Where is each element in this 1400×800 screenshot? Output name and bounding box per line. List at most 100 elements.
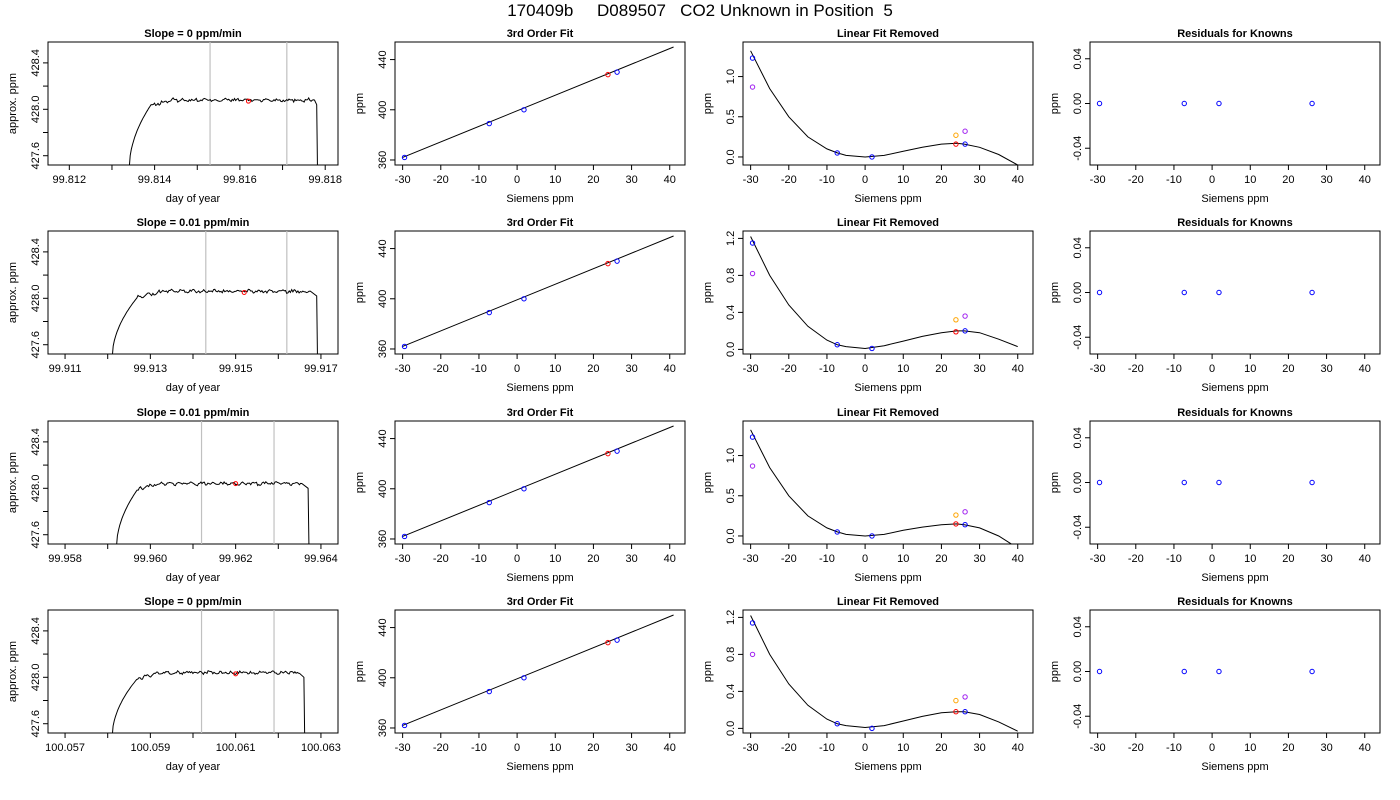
x-tick-label: 30	[973, 742, 985, 754]
x-tick-label: 20	[1282, 742, 1294, 754]
plot-contents	[749, 429, 1013, 544]
x-tick-label: 30	[1320, 553, 1332, 565]
plot-frame	[47, 41, 339, 166]
panel-title: Linear Fit Removed	[837, 28, 939, 40]
panel-title: Residuals for Knowns	[1177, 596, 1293, 608]
plot-frame	[742, 230, 1034, 355]
x-tick-label: -20	[1128, 174, 1144, 186]
x-tick-label: -20	[1128, 553, 1144, 565]
x-tick-label: -10	[1166, 742, 1182, 754]
x-tick-label: 100.057	[45, 742, 85, 754]
y-axis-label: ppm	[1049, 661, 1061, 682]
x-tick-label: 0	[514, 553, 520, 565]
x-tick-label: -30	[395, 174, 411, 186]
x-axis-label: Siemens ppm	[1201, 761, 1268, 773]
panel-4-2: 3rd Order Fit -30 -20 -10 0 10 20 30 40 360 400 440…	[354, 596, 686, 773]
x-tick-label: -20	[433, 553, 449, 565]
x-tick-label: 0	[862, 553, 868, 565]
panel-2-4: Residuals for Knowns -30 -20 -10 0 10 20 30 40 -0…	[1049, 217, 1381, 394]
y-axis-label: ppm	[702, 472, 714, 493]
x-tick-label: 0	[1209, 742, 1215, 754]
y-tick-label: 428.0	[30, 96, 42, 124]
x-axis-label: Siemens ppm	[854, 761, 921, 773]
x-tick-label: -30	[395, 742, 411, 754]
fit-curve	[750, 429, 1013, 544]
panel-3-1: Slope = 0.01 ppm/min 99.958 99.960 99.962 99…	[7, 407, 339, 584]
x-tick-label: 0	[862, 174, 868, 186]
x-tick-label: 10	[549, 553, 561, 565]
x-tick-label: 10	[1244, 363, 1256, 375]
panel-title: Residuals for Knowns	[1177, 217, 1293, 229]
y-tick-label: 428.4	[30, 617, 42, 645]
blue-data-point	[1181, 479, 1187, 486]
x-tick-label: -20	[781, 363, 797, 375]
purple-data-point	[749, 84, 756, 90]
y-axis-label: approx. ppm	[7, 73, 19, 134]
y-tick-label: 400	[377, 101, 389, 119]
y-tick-label: 1.2	[725, 231, 737, 246]
y-tick-label: 0.5	[725, 488, 737, 503]
y-tick-label: 0.8	[725, 647, 737, 662]
x-tick-label: -30	[1090, 553, 1106, 565]
blue-data-point	[486, 499, 492, 506]
mean-marker-point	[241, 290, 247, 295]
y-tick-label: 427.6	[30, 710, 42, 738]
y-tick-label: 440	[377, 429, 389, 447]
x-tick-label: -10	[1166, 174, 1182, 186]
x-tick-label: -20	[1128, 363, 1144, 375]
y-axis-label: approx. ppm	[7, 452, 19, 513]
fit-curve	[750, 50, 1020, 165]
y-tick-label: 0.0	[725, 342, 737, 357]
x-tick-label: -30	[1090, 174, 1106, 186]
blue-data-point	[1309, 100, 1315, 107]
y-axis-label: ppm	[1049, 472, 1061, 493]
panel-3-3: Linear Fit Removed -30 -20 -10 0 10 20 30 40 0.0 0…	[702, 407, 1034, 584]
blue-data-point	[962, 328, 968, 334]
mean-marker-point	[233, 481, 239, 487]
blue-data-point	[834, 150, 840, 156]
fit-line	[402, 235, 674, 347]
plot-frame	[394, 41, 686, 166]
y-tick-label: 440	[377, 618, 389, 636]
x-tick-label: 30	[1320, 174, 1332, 186]
y-tick-label: 428.4	[30, 428, 42, 456]
plot-frame	[742, 609, 1034, 734]
y-tick-label: 428.4	[30, 238, 42, 266]
blue-data-point	[1181, 668, 1187, 675]
x-tick-label: 30	[625, 363, 637, 375]
x-axis-label: day of year	[166, 572, 221, 584]
y-tick-label: -0.04	[1072, 136, 1084, 161]
x-tick-label: 30	[625, 174, 637, 186]
blue-data-point	[401, 154, 408, 161]
panel-1-2: 3rd Order Fit -30 -20 -10 0 10 20 30 40 360 400 440…	[354, 28, 686, 205]
x-tick-label: 20	[935, 174, 947, 186]
y-tick-label: 360	[377, 151, 389, 169]
x-tick-label: 99.962	[219, 553, 253, 565]
x-tick-label: 20	[935, 363, 947, 375]
x-tick-label: 0	[1209, 363, 1215, 375]
blue-data-point	[834, 342, 840, 348]
plot-contents	[401, 46, 674, 161]
y-axis-label: ppm	[702, 661, 714, 682]
x-tick-label: -10	[471, 553, 487, 565]
plot-frame	[742, 420, 1034, 545]
panel-1-3: Linear Fit Removed -30 -20 -10 0 10 20 30 40 0.0 0…	[702, 28, 1034, 205]
y-tick-label: -0.04	[1072, 704, 1084, 729]
y-tick-label: 440	[377, 50, 389, 68]
blue-data-point	[749, 620, 756, 626]
x-tick-label: 30	[973, 174, 985, 186]
x-tick-label: 40	[664, 363, 676, 375]
y-tick-label: 360	[377, 530, 389, 548]
y-tick-label: 427.6	[30, 331, 42, 359]
purple-data-point	[749, 270, 756, 277]
panel-3-2: 3rd Order Fit -30 -20 -10 0 10 20 30 40 360 400 440…	[354, 407, 686, 584]
red-data-point	[605, 260, 611, 267]
fit-line	[402, 614, 674, 726]
y-tick-label: 1.0	[725, 69, 737, 84]
y-tick-label: 0.4	[725, 305, 737, 320]
y-tick-label: 0.04	[1072, 427, 1084, 448]
x-tick-label: -30	[395, 363, 411, 375]
blue-data-point	[614, 258, 620, 264]
blue-data-point	[486, 309, 492, 316]
blue-data-point	[1309, 668, 1315, 675]
